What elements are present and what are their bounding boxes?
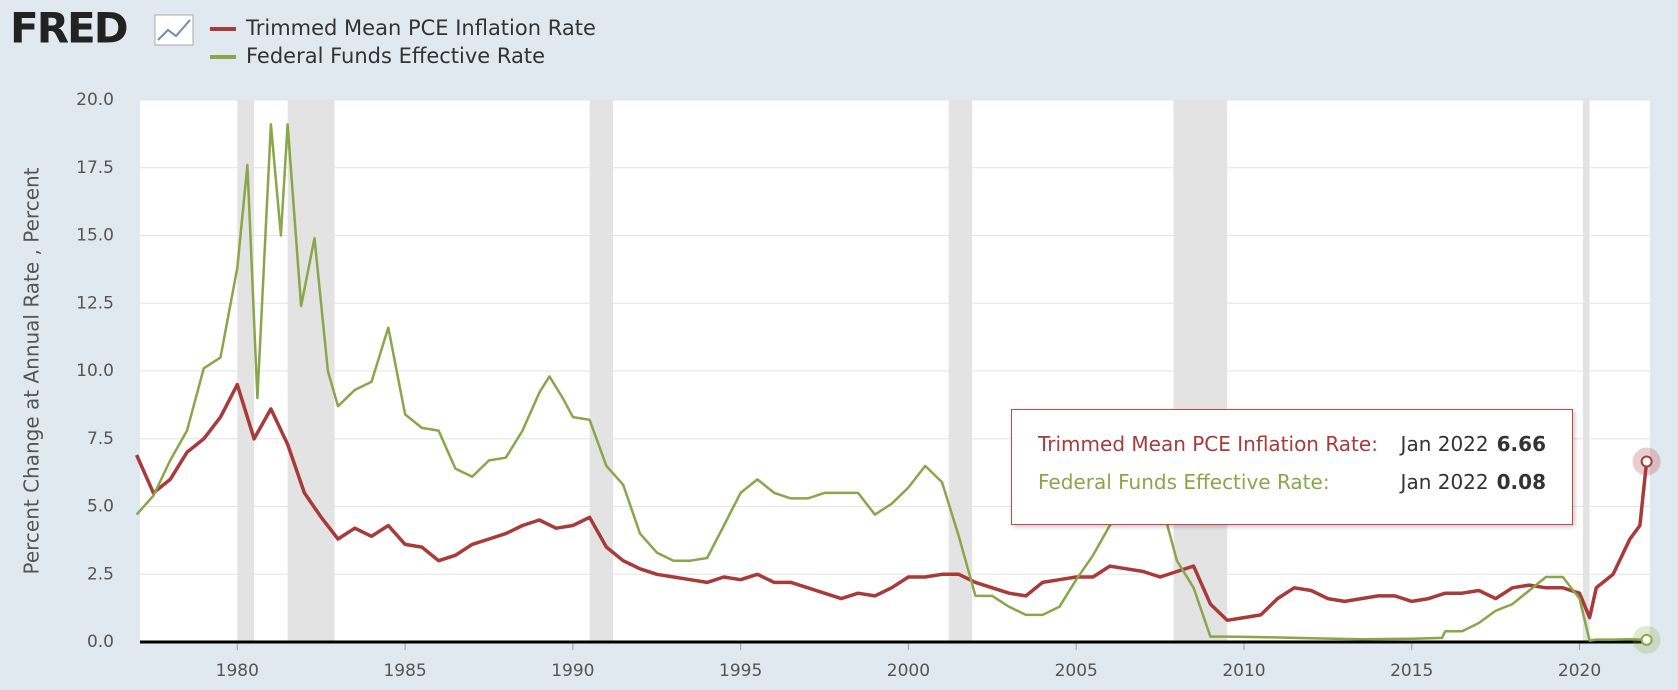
legend-label: Federal Funds Effective Rate (246, 44, 545, 68)
x-tick-label: 1990 (551, 661, 594, 681)
y-tick-label: 5.0 (87, 497, 114, 517)
x-tick-label: 2010 (1222, 661, 1265, 681)
tooltip-row: Federal Funds Effective Rate: Jan 2022 0.0… (1038, 470, 1546, 494)
x-tick-label: 2005 (1055, 661, 1098, 681)
x-tick-label: 2000 (887, 661, 930, 681)
y-axis-label: Percent Change at Annual Rate , Percent (20, 167, 44, 574)
tooltip-label: Trimmed Mean PCE Inflation Rate: (1038, 432, 1378, 456)
x-tick-label: 1985 (383, 661, 426, 681)
y-tick-label: 0.0 (87, 632, 114, 652)
tooltip-label: Federal Funds Effective Rate: (1038, 470, 1330, 494)
tooltip: Trimmed Mean PCE Inflation Rate: Jan 2022… (1011, 409, 1573, 525)
x-tick-label: 1980 (216, 661, 259, 681)
x-tick-label: 2020 (1558, 661, 1601, 681)
y-tick-label: 10.0 (76, 361, 114, 381)
y-tick-label: 7.5 (87, 429, 114, 449)
y-tick-label: 2.5 (87, 564, 114, 584)
tooltip-value-group: Jan 2022 0.08 (1401, 470, 1546, 494)
series-line (135, 123, 1647, 642)
y-tick-label: 12.5 (76, 293, 114, 313)
series-line (135, 382, 1649, 623)
x-tick-label: 2015 (1390, 661, 1433, 681)
tooltip-value: 0.08 (1496, 470, 1546, 494)
y-tick-label: 20.0 (76, 90, 114, 110)
hover-point (1640, 633, 1653, 646)
x-tick-label: 1995 (719, 661, 762, 681)
tooltip-row: Trimmed Mean PCE Inflation Rate: Jan 2022… (1038, 432, 1546, 456)
y-tick-label: 15.0 (76, 226, 114, 246)
tooltip-value: 6.66 (1496, 432, 1546, 456)
legend-label: Trimmed Mean PCE Inflation Rate (245, 16, 596, 40)
tooltip-value-group: Jan 2022 6.66 (1401, 432, 1546, 456)
tooltip-date: Jan 2022 (1400, 432, 1489, 456)
logo-icon (154, 14, 194, 46)
hover-point (1640, 455, 1653, 468)
tooltip-date: Jan 2022 (1400, 470, 1489, 494)
logo: FRED (10, 4, 127, 53)
y-tick-label: 17.5 (76, 158, 114, 178)
